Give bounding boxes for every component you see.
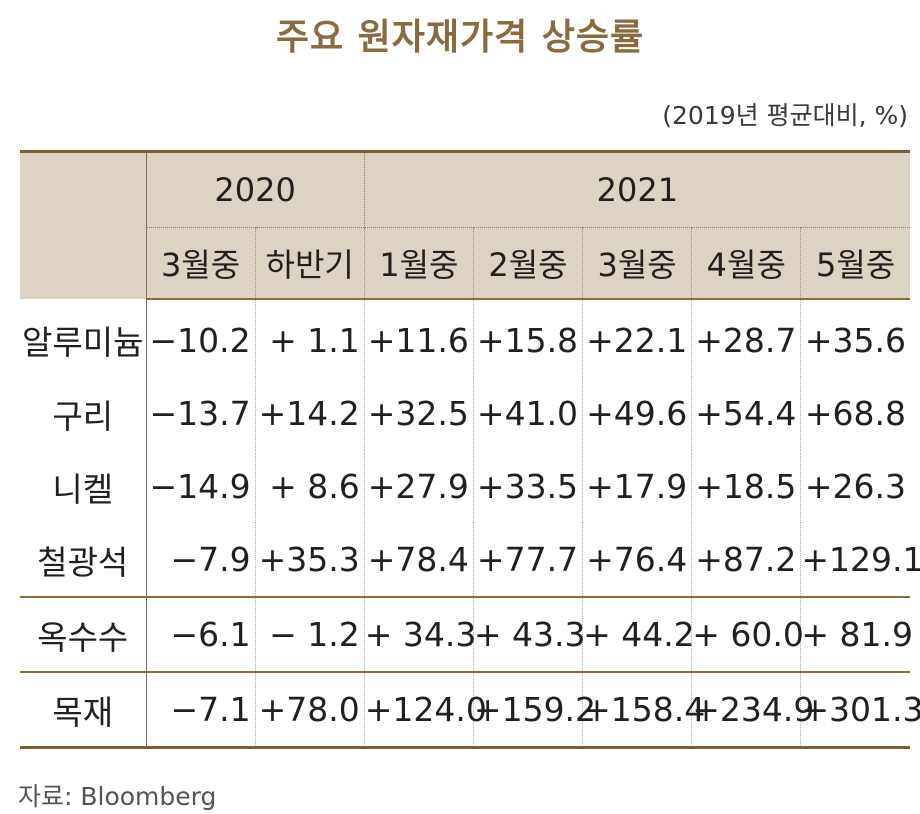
table-cell: +124.0: [363, 671, 487, 748]
table-cell: −7.1: [146, 671, 256, 748]
table-cell: +234.9: [691, 671, 814, 748]
table-cell: −10.2: [149, 321, 251, 360]
column-header: 4월중: [691, 227, 801, 300]
table-cell: +15.8: [472, 299, 583, 377]
unit-note: (2019년 평균대비, %): [662, 101, 908, 130]
table-cell: − 1.2: [254, 596, 365, 672]
table-cell: +33.5: [472, 450, 583, 523]
year-2021-header: 2021: [363, 151, 910, 228]
table-row: 구리 −13.7 +14.2 +32.5 +41.0 +49.6 +54.4 +68.8: [20, 377, 910, 450]
table-cell: +78.4: [363, 523, 474, 597]
table-cell: +68.8: [800, 377, 910, 450]
table-row: 니켈 −14.9 + 8.6 +27.9 +33.5 +17.9 +18.5 +26.3: [20, 450, 910, 523]
column-header: 3월중: [582, 227, 692, 300]
chart-title: 주요 원자재가격 상승률: [275, 17, 645, 58]
table-cell: +78.0: [254, 671, 365, 748]
table-cell: +35.6: [800, 299, 910, 377]
table-cell: +41.0: [472, 377, 583, 450]
table-cell: +87.2: [691, 523, 801, 597]
row-label: 니켈: [20, 450, 147, 523]
source-note: 자료: Bloomberg: [18, 782, 217, 811]
column-header: 3월중: [146, 227, 256, 300]
year-2020-header: 2020: [146, 151, 365, 228]
table-cell: +32.5: [363, 377, 474, 450]
table-cell: +77.7: [472, 523, 583, 597]
row-label: 철광석: [20, 523, 147, 597]
table-cell: + 34.3: [363, 596, 476, 672]
table-row: 옥수수 −6.1− 1.2 + 34.3 + 43.3 + 44.2 + 60.0 + 81…: [20, 596, 913, 672]
column-header: 하반기: [254, 227, 365, 300]
table-cell: + 8.6: [254, 450, 365, 523]
table-cell: +18.5: [691, 450, 801, 523]
table-cell: +54.4: [691, 377, 801, 450]
price-table: 2020 2021 3월중 하반기 1월중 2월중 3월중 4월중 5월중 알루…: [20, 150, 920, 749]
table-cell: +14.2: [254, 377, 365, 450]
row-label: 구리: [20, 377, 147, 450]
row-label: 옥수수: [20, 596, 147, 672]
table-cell: + 81.9: [800, 596, 913, 672]
header-corner: [20, 151, 147, 299]
column-header: 2월중: [472, 227, 583, 300]
table-cell: +17.9: [582, 450, 692, 523]
table-cell: +22.1: [582, 299, 692, 377]
table-cell: +27.9: [363, 450, 474, 523]
row-label: 알루미늄: [20, 299, 147, 377]
table-cell: −13.7: [149, 394, 251, 433]
table-cell: + 1.1: [254, 299, 365, 377]
table-cell: + 44.2: [582, 596, 695, 672]
column-header: 1월중: [363, 227, 474, 300]
table-row: 목재 −7.1 +78.0 +124.0 +159.2 +158.4 +234.9 +301.…: [20, 671, 920, 748]
row-label: 목재: [20, 671, 147, 748]
table-row: 알루미늄 −10.2 + 1.1 +11.6 +15.8 +22.1 +28.7 +35.6: [20, 299, 910, 377]
table-cell: +76.4: [582, 523, 692, 597]
table-cell: +26.3: [800, 450, 910, 523]
table-cell: + 60.0: [691, 596, 804, 672]
table-cell: −14.9: [149, 467, 251, 506]
table-cell: +35.3: [254, 523, 365, 597]
table-cell: +49.6: [582, 377, 692, 450]
table-cell: −6.1: [146, 596, 256, 672]
column-header: 5월중: [800, 227, 910, 300]
table-cell: +11.6: [363, 299, 474, 377]
table-cell: +28.7: [691, 299, 801, 377]
table-cell: +159.2: [472, 671, 596, 748]
table-cell: +301.3: [800, 671, 920, 748]
table-cell: +158.4: [582, 671, 705, 748]
table-body: 알루미늄 −10.2 + 1.1 +11.6 +15.8 +22.1 +28.7 +35.6 구…: [20, 299, 920, 748]
table-cell: +129.1: [800, 523, 920, 597]
table-cell: + 43.3: [472, 596, 586, 672]
table-row: 철광석 −7.9 +35.3 +78.4 +77.7 +76.4 +87.2 +129.1: [20, 523, 920, 597]
table-cell: −7.9: [170, 540, 251, 579]
